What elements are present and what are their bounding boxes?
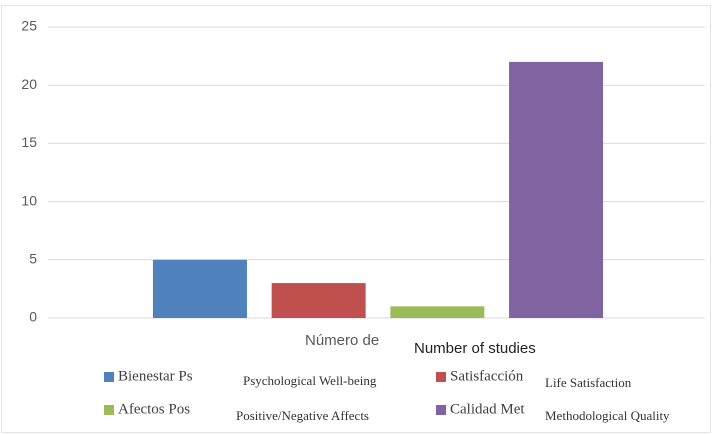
y-tick-label: 10: [21, 192, 37, 208]
legend-translation: Life Satisfaction: [545, 375, 632, 390]
translation-bg: [408, 336, 550, 360]
legend-translation: Psychological Well-being: [243, 373, 377, 388]
legend-swatch: [436, 372, 446, 382]
y-tick-label: 0: [29, 309, 37, 325]
bar: [509, 61, 604, 319]
bar: [152, 259, 247, 318]
legend-translation: Positive/Negative Affects: [236, 408, 369, 423]
y-tick-label: 5: [29, 251, 37, 267]
x-category-translation: Number of studies: [414, 340, 536, 357]
y-tick-label: 15: [21, 134, 37, 150]
legend-label: Bienestar Ps: [118, 368, 193, 384]
legend-swatch: [104, 372, 114, 382]
bar: [271, 283, 366, 318]
chart-border: [1, 5, 711, 433]
x-category-label: Número de: [305, 332, 379, 349]
legend-label: Satisfacción: [450, 368, 524, 384]
legend-swatch: [104, 405, 114, 415]
bar: [390, 306, 485, 318]
legend-swatch: [436, 405, 446, 415]
legend-label: Afectos Pos: [118, 401, 190, 417]
legend-label: Calidad Met: [450, 401, 525, 417]
y-tick-label: 25: [21, 18, 37, 34]
y-tick-label: 20: [21, 76, 37, 92]
legend-translation: Methodological Quality: [545, 408, 670, 423]
